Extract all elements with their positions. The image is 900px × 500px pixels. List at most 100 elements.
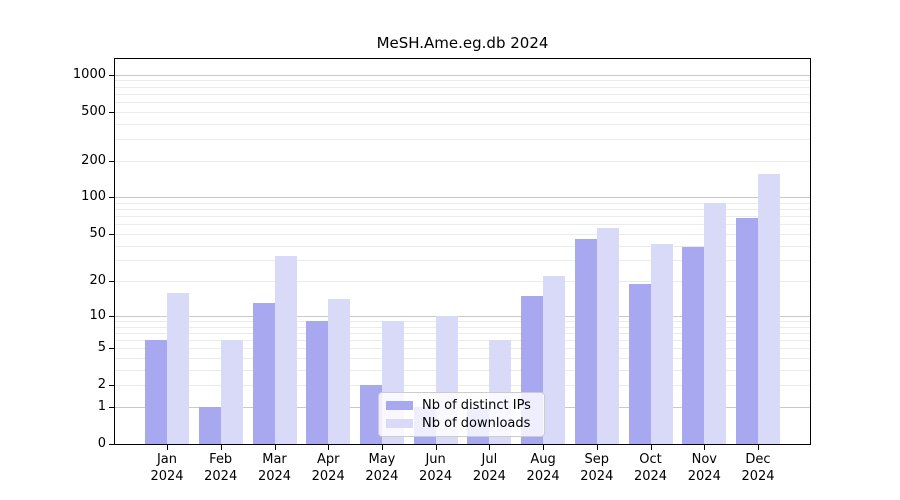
x-tick-label: Apr 2024 bbox=[298, 451, 358, 485]
minor-gridline bbox=[115, 260, 810, 262]
bar-downloads bbox=[543, 276, 566, 444]
x-tick-label: May 2024 bbox=[352, 451, 412, 485]
bar-ips bbox=[574, 239, 597, 444]
bar-downloads bbox=[758, 174, 780, 444]
x-tick-mark bbox=[435, 445, 437, 450]
x-tick-label: Jan 2024 bbox=[137, 451, 197, 485]
y-tick-label: 50 bbox=[89, 225, 106, 241]
y-tick-label: 100 bbox=[81, 189, 106, 205]
x-tick-label: Mar 2024 bbox=[245, 451, 305, 485]
minor-gridline bbox=[115, 93, 810, 95]
x-tick-mark bbox=[274, 445, 276, 450]
x-tick-label: Jun 2024 bbox=[406, 451, 466, 485]
plot-area: Nb of distinct IPs Nb of downloads bbox=[114, 58, 811, 445]
minor-gridline bbox=[115, 209, 810, 211]
minor-gridline bbox=[115, 326, 810, 328]
x-tick-year: 2024 bbox=[741, 469, 775, 484]
bar-downloads bbox=[650, 244, 673, 444]
bar-downloads bbox=[704, 202, 727, 444]
minor-gridline bbox=[115, 245, 810, 247]
x-tick-mark bbox=[489, 445, 491, 450]
minor-gridline bbox=[115, 111, 810, 113]
x-tick-mark bbox=[220, 445, 222, 450]
bar-ips bbox=[198, 406, 221, 444]
x-tick-mark bbox=[543, 445, 545, 450]
minor-gridline bbox=[115, 101, 810, 103]
x-tick-label: Feb 2024 bbox=[191, 451, 251, 485]
x-tick-year: 2024 bbox=[150, 469, 184, 484]
minor-gridline bbox=[115, 369, 810, 371]
y-tick-label: 500 bbox=[81, 103, 106, 119]
minor-gridline bbox=[115, 233, 810, 235]
x-tick-year: 2024 bbox=[526, 469, 560, 484]
minor-gridline bbox=[115, 358, 810, 359]
major-gridline bbox=[115, 315, 810, 317]
bar-ips bbox=[682, 246, 705, 444]
x-tick-label: Aug 2024 bbox=[513, 451, 573, 485]
minor-gridline bbox=[115, 348, 810, 350]
minor-gridline bbox=[115, 340, 810, 341]
legend-label: Nb of downloads bbox=[422, 415, 531, 431]
bar-downloads bbox=[274, 255, 297, 444]
x-tick-year: 2024 bbox=[580, 469, 614, 484]
minor-gridline bbox=[115, 224, 810, 226]
x-tick-year: 2024 bbox=[419, 469, 453, 484]
y-tick-label: 2 bbox=[97, 377, 106, 393]
legend-label: Nb of distinct IPs bbox=[422, 397, 531, 413]
y-tick-label: 1 bbox=[97, 398, 106, 414]
gridlines bbox=[115, 59, 810, 444]
legend-key-swatch bbox=[386, 419, 413, 428]
bar-downloads bbox=[220, 340, 243, 444]
minor-gridline bbox=[115, 202, 810, 204]
chart-title: MeSH.Ame.eg.db 2024 bbox=[376, 34, 549, 52]
x-tick-label: Jul 2024 bbox=[459, 451, 519, 485]
minor-gridline bbox=[115, 332, 810, 334]
minor-gridline bbox=[115, 160, 810, 162]
bar-ips bbox=[252, 302, 275, 444]
minor-gridline bbox=[115, 385, 810, 387]
x-tick-year: 2024 bbox=[311, 469, 345, 484]
bar-downloads bbox=[167, 292, 189, 444]
y-tick-label: 1000 bbox=[72, 66, 106, 82]
x-tick-mark bbox=[758, 445, 759, 450]
minor-gridline bbox=[115, 123, 810, 125]
x-tick-year: 2024 bbox=[472, 469, 506, 484]
bar-ips bbox=[145, 340, 167, 444]
x-tick-year: 2024 bbox=[687, 469, 721, 484]
y-tick-label: 0 bbox=[97, 436, 106, 451]
minor-gridline bbox=[115, 86, 810, 88]
bar-ips bbox=[359, 385, 382, 444]
minor-gridline bbox=[115, 80, 810, 82]
minor-gridline bbox=[115, 138, 810, 140]
legend-item: Nb of distinct IPs bbox=[386, 397, 538, 413]
bars-layer bbox=[115, 59, 810, 444]
legend-key-swatch bbox=[386, 401, 413, 410]
x-tick-label: Nov 2024 bbox=[674, 451, 734, 485]
bar-ips bbox=[736, 218, 758, 444]
x-tick-label: Dec 2024 bbox=[728, 451, 788, 485]
legend-item: Nb of downloads bbox=[386, 415, 538, 431]
minor-gridline bbox=[115, 216, 810, 218]
bar-ips bbox=[306, 320, 329, 444]
x-tick-label: Sep 2024 bbox=[567, 451, 627, 485]
bar-downloads bbox=[596, 227, 619, 444]
major-gridline bbox=[115, 74, 810, 76]
y-tick-label: 20 bbox=[89, 273, 106, 289]
legend: Nb of distinct IPs Nb of downloads bbox=[378, 392, 545, 437]
bar-ips bbox=[628, 283, 651, 444]
x-tick-mark bbox=[596, 445, 598, 450]
x-tick-year: 2024 bbox=[204, 469, 238, 484]
x-tick-mark bbox=[704, 445, 706, 450]
bar-downloads bbox=[328, 299, 351, 444]
y-tick-label: 200 bbox=[81, 152, 106, 168]
x-tick-label: Oct 2024 bbox=[621, 451, 681, 485]
y-tick-label: 5 bbox=[97, 340, 106, 356]
minor-gridline bbox=[115, 281, 810, 283]
x-tick-year: 2024 bbox=[633, 469, 668, 484]
x-tick-mark bbox=[167, 445, 168, 450]
major-gridline bbox=[115, 197, 810, 199]
x-tick-mark bbox=[381, 445, 383, 450]
x-tick-mark bbox=[650, 445, 652, 450]
y-tick-label: 10 bbox=[89, 307, 106, 323]
